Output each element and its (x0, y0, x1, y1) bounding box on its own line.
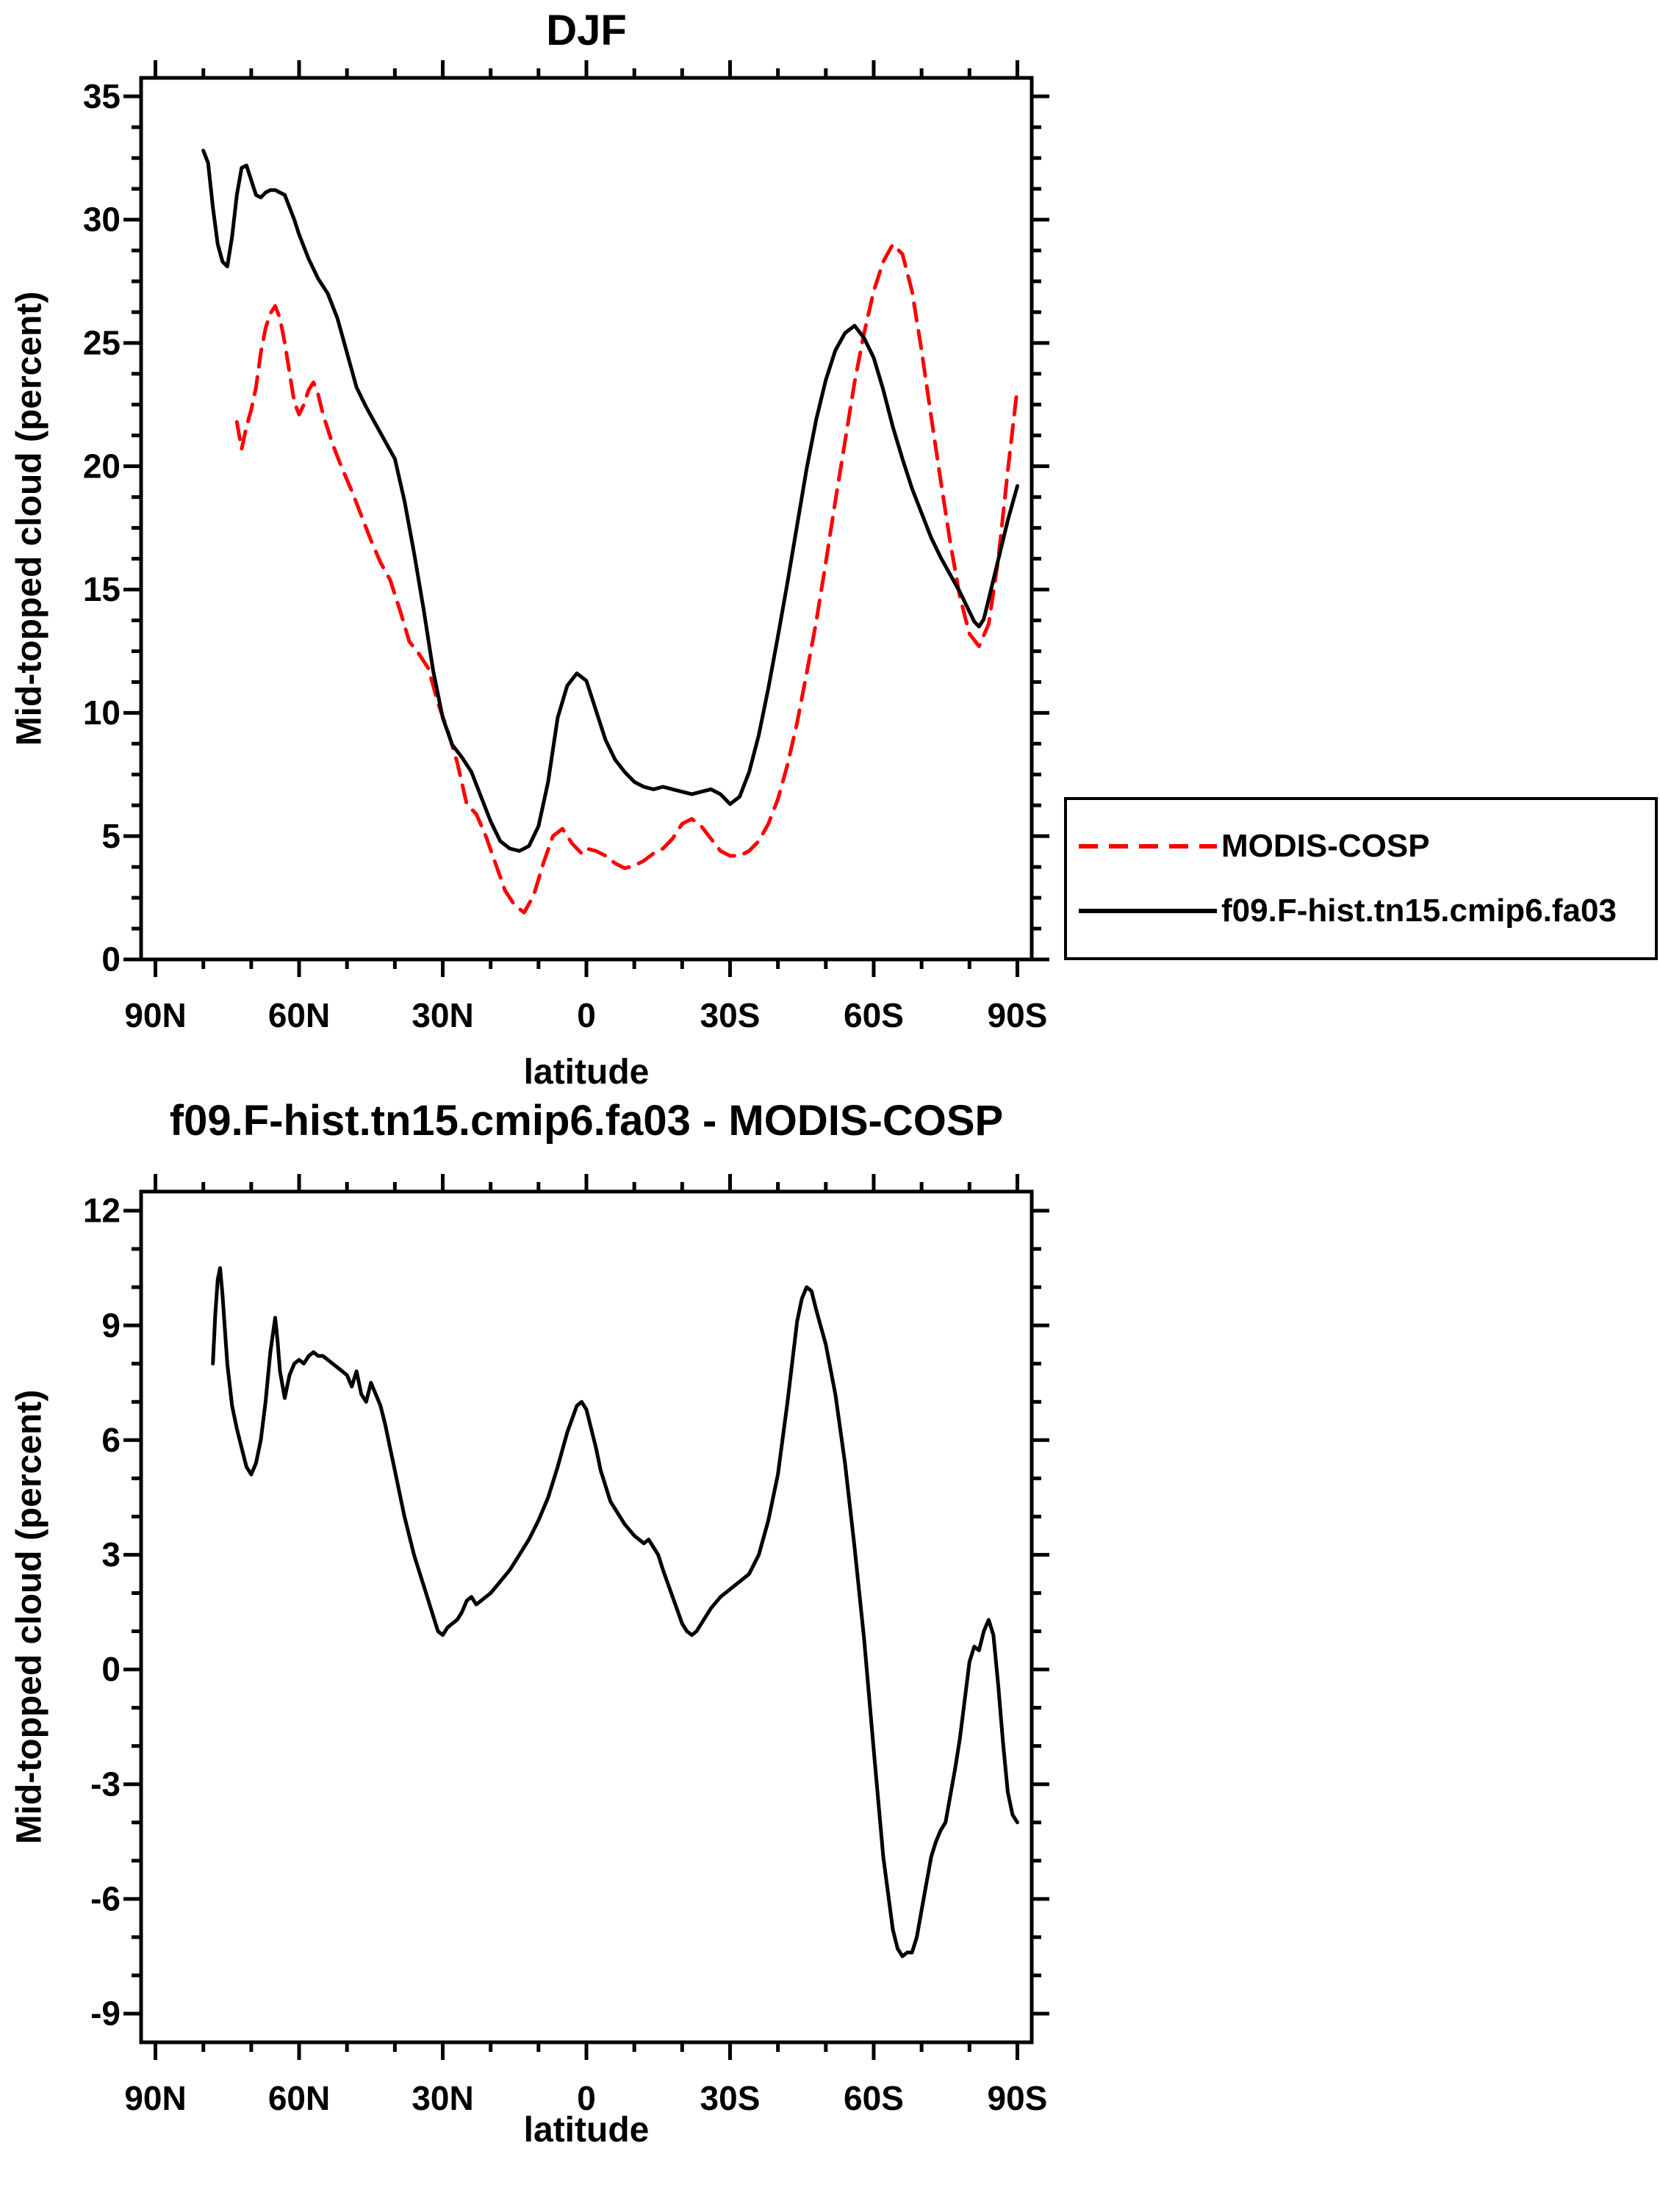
x-tick-label: 30S (700, 2079, 761, 2117)
x-tick-label: 30N (412, 2079, 473, 2117)
y-tick-label: 9 (101, 1306, 121, 1344)
series-line-modis-cosp (234, 242, 1019, 915)
bottom-x-axis-label: latitude (523, 2111, 650, 2150)
y-tick-label: 3 (101, 1535, 121, 1574)
x-tick-label: 60S (844, 2079, 904, 2117)
top-x-axis-label: latitude (523, 1053, 650, 1092)
y-tick-label: 15 (83, 570, 121, 608)
top-chart-title: DJF (546, 7, 627, 54)
y-tick-label: 5 (101, 817, 121, 855)
bottom-chart-title: f09.F-hist.tn15.cmip6.fa03 - MODIS-COSP (169, 1097, 1004, 1145)
x-tick-label: 90S (988, 996, 1048, 1034)
y-tick-label: 0 (101, 940, 121, 979)
axis-box (139, 1189, 1034, 2045)
x-tick-label: 0 (577, 2079, 596, 2117)
y-tick-label: 0 (101, 1650, 121, 1688)
x-tick-label: 90S (988, 2079, 1048, 2117)
x-tick-label: 60S (844, 996, 904, 1034)
series-line-f09-f-hist-tn15-cmip6-fa03 (201, 148, 1019, 853)
x-tick-label: 0 (577, 996, 596, 1034)
legend-box: MODIS-COSP f09.F-hist.tn15.cmip6.fa03 (1064, 797, 1658, 960)
top-y-axis-label: Mid-topped cloud (percent) (10, 291, 49, 746)
x-tick-label: 90N (124, 2079, 186, 2117)
y-tick-label: 35 (83, 77, 121, 115)
dashed-red-line-icon (1079, 844, 1217, 849)
y-tick-label: -6 (90, 1879, 121, 1917)
bottom-y-axis-label: Mid-topped cloud (percent) (10, 1389, 49, 1845)
solid-black-line-icon (1079, 909, 1217, 913)
x-tick-label: 60N (268, 2079, 330, 2117)
y-tick-label: 6 (101, 1421, 121, 1459)
x-tick-label: 60N (268, 996, 330, 1034)
x-tick-label: 90N (124, 996, 186, 1034)
legend-label-modis-cosp: MODIS-COSP (1221, 828, 1430, 864)
y-tick-label: 10 (83, 693, 121, 732)
y-tick-label: 25 (83, 323, 121, 361)
series-line-difference (211, 1266, 1019, 1959)
legend-label-model: f09.F-hist.tn15.cmip6.fa03 (1221, 893, 1617, 929)
legend-item-modis-cosp: MODIS-COSP (1077, 828, 1655, 865)
y-tick-label: -9 (90, 1995, 121, 2033)
y-tick-label: -3 (90, 1765, 121, 1803)
y-tick-label: 30 (83, 201, 121, 239)
x-tick-label: 30S (700, 996, 761, 1034)
x-tick-label: 30N (412, 996, 473, 1034)
y-tick-label: 12 (83, 1192, 121, 1230)
legend-item-model: f09.F-hist.tn15.cmip6.fa03 (1077, 893, 1655, 929)
y-tick-label: 20 (83, 447, 121, 485)
axis-box (139, 76, 1034, 962)
